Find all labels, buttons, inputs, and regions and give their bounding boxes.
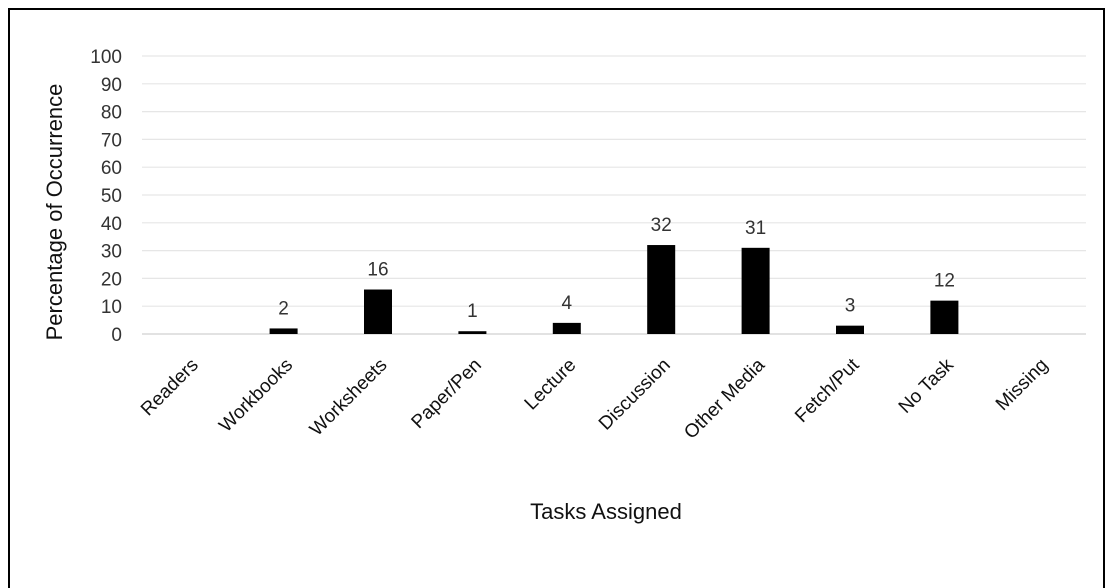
x-category-label: Fetch/Put xyxy=(791,354,864,427)
bar-worksheets xyxy=(364,289,392,334)
x-category-label: Discussion xyxy=(595,355,675,435)
x-category-label: Readers xyxy=(137,355,203,421)
bar-other-media xyxy=(741,247,770,334)
data-label: 31 xyxy=(745,218,766,239)
data-labels: 2 16 1 4 32 31 3 12 xyxy=(278,215,955,322)
data-label: 32 xyxy=(651,215,672,236)
x-category-label: Workbooks xyxy=(215,355,297,437)
x-axis-title: Tasks Assigned xyxy=(530,499,682,524)
y-tick-label: 90 xyxy=(101,75,122,96)
bar-chart: 0 10 20 30 40 50 60 70 80 90 100 2 16 1 4 32 31 3 12 Read… xyxy=(42,47,1086,524)
y-tick-label: 80 xyxy=(101,103,122,124)
data-label: 4 xyxy=(562,293,573,314)
x-category-label: No Task xyxy=(895,354,958,417)
data-label: 16 xyxy=(367,260,388,281)
y-tick-label: 10 xyxy=(101,297,122,318)
y-axis-ticks: 0 10 20 30 40 50 60 70 80 90 100 xyxy=(90,47,122,346)
x-category-label: Other Media xyxy=(680,354,769,443)
y-tick-label: 50 xyxy=(101,186,122,207)
data-label: 2 xyxy=(278,298,289,319)
y-tick-label: 60 xyxy=(101,158,122,179)
y-tick-label: 30 xyxy=(101,242,122,263)
bar-lecture xyxy=(552,322,581,334)
bar-workbooks xyxy=(269,328,298,334)
bar-no-task xyxy=(930,300,959,334)
y-tick-label: 40 xyxy=(101,214,122,235)
x-category-label: Worksheets xyxy=(306,355,392,441)
data-label: 12 xyxy=(934,271,955,292)
bar-discussion xyxy=(647,245,676,334)
y-tick-label: 20 xyxy=(101,269,122,290)
data-label: 1 xyxy=(467,301,478,322)
x-category-label: Missing xyxy=(992,355,1052,415)
gridlines xyxy=(142,55,1086,335)
data-label: 3 xyxy=(845,296,856,317)
bars xyxy=(269,245,959,334)
x-axis-categories: Readers Workbooks Worksheets Paper/Pen Lectu… xyxy=(137,354,1052,443)
bar-fetch-put xyxy=(836,325,864,334)
y-tick-label: 0 xyxy=(111,325,122,346)
y-tick-label: 100 xyxy=(90,47,122,68)
x-category-label: Lecture xyxy=(521,355,581,415)
chart-frame xyxy=(8,8,1105,588)
x-category-label: Paper/Pen xyxy=(408,355,486,433)
y-axis-title: Percentage of Occurrence xyxy=(42,84,67,341)
y-tick-label: 70 xyxy=(101,130,122,151)
bar-paper-pen xyxy=(458,331,487,334)
